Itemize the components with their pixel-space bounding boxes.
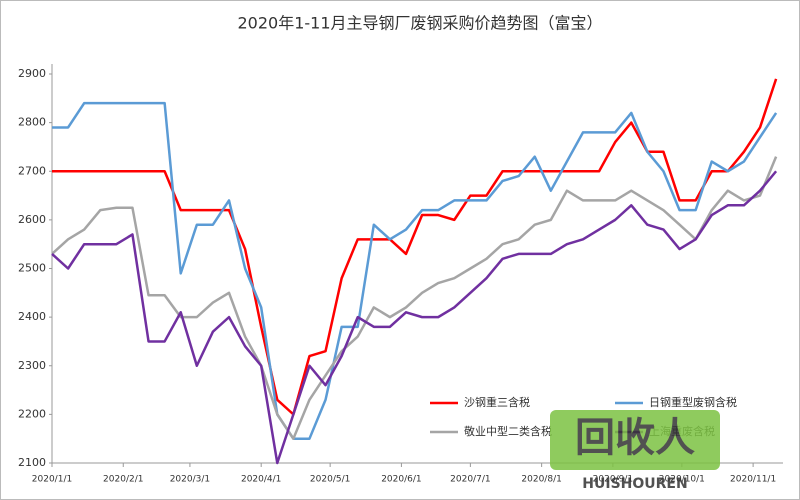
y-tick-label: 2800 [18,116,46,129]
watermark-icon: 回收人 [575,415,695,461]
y-tick-label: 2700 [18,164,46,177]
x-tick-label: 2020/2/1 [103,475,143,485]
y-tick-label: 2100 [18,456,46,469]
x-tick-label: 2020/8/1 [521,475,561,485]
series-line [52,101,778,440]
x-tick-label: 2020/9/1 [593,475,633,485]
chart-title: 2020年1-11月主导钢厂废钢采购价趋势图（富宝） [237,14,602,33]
y-tick-label: 2400 [18,310,46,323]
x-tick-label: 2020/11/1 [730,475,776,485]
series-line [51,170,778,465]
x-tick-label: 2020/7/1 [450,475,490,485]
series-line [51,156,778,440]
y-tick-label: 2500 [18,262,46,275]
legend-label: 沙钢重三含税 [464,395,530,409]
y-tick-label: 2900 [18,67,46,80]
watermark-box [550,410,720,470]
x-tick-label: 2020/10/1 [659,475,705,485]
x-tick-label: 2020/4/1 [241,475,281,485]
x-tick-label: 2020/1/1 [32,475,72,485]
x-tick-label: 2020/6/1 [381,475,421,485]
watermark: 回收人 HUISHOUREN [550,410,720,492]
x-tick-label: 2020/3/1 [170,475,210,485]
watermark-text: HUISHOUREN [582,476,687,492]
x-tick-label: 2020/5/1 [310,475,350,485]
legend-label: 敬业中型二类含税 [464,424,552,438]
y-tick-label: 2600 [18,213,46,226]
y-tick-label: 2300 [18,359,46,372]
y-tick-label: 2200 [18,407,46,420]
legend-label: 日钢重型废钢含税 [649,395,737,409]
